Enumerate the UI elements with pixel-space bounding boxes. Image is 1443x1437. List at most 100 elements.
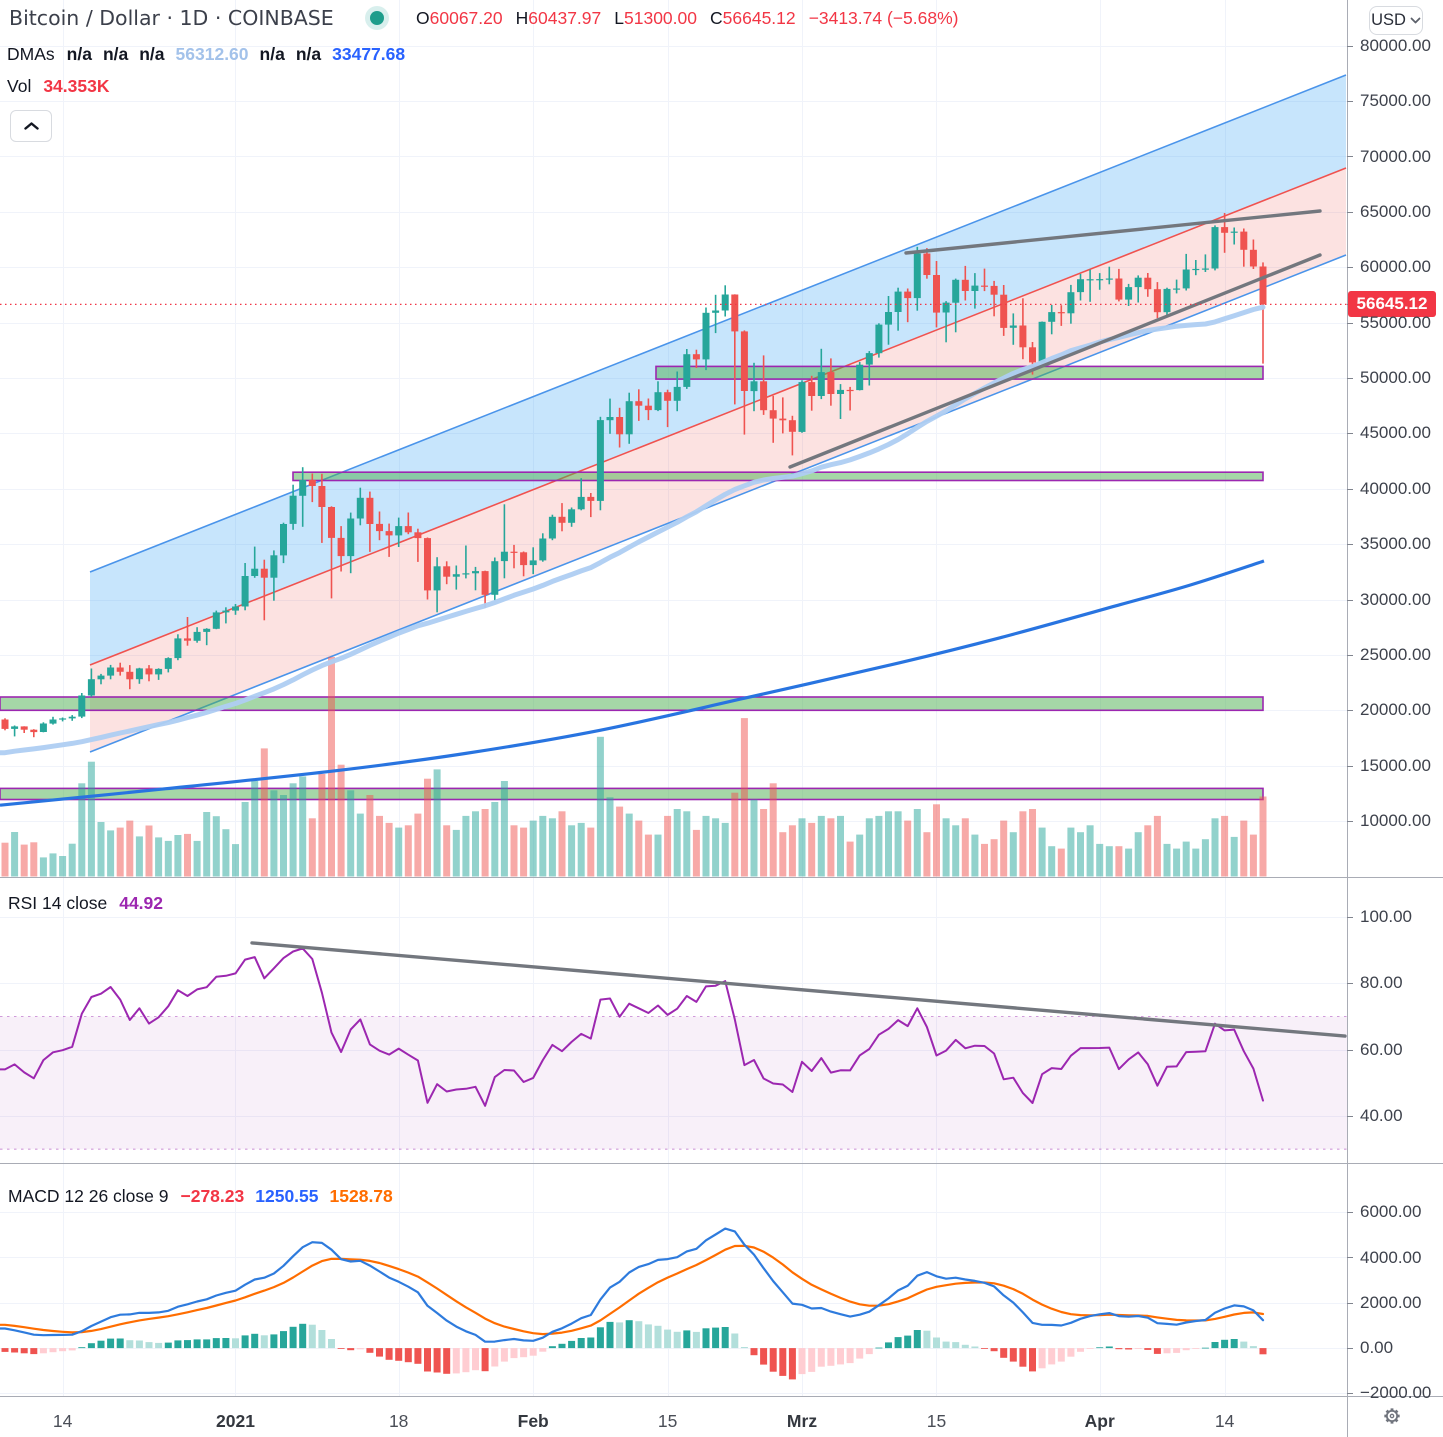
settings-button[interactable] [1380, 1404, 1404, 1428]
macd-histogram-bar [740, 1347, 748, 1349]
dma-indicator-row[interactable]: DMAs n/a n/a n/a 56312.60 n/a n/a 33477.… [7, 43, 416, 65]
symbol-header: Bitcoin / Dollar · 1D · COINBASE [9, 4, 334, 32]
candle-up [270, 550, 278, 601]
candle-body [750, 381, 758, 392]
candle-body [126, 671, 134, 680]
candle-up [462, 545, 470, 579]
resistance-zone-50k[interactable] [655, 365, 1264, 380]
candle-up [1105, 266, 1113, 285]
volume-bar [798, 818, 806, 877]
volume-bar [59, 856, 67, 877]
candle-down [981, 268, 988, 292]
candle-body [1115, 278, 1123, 300]
candle-up [241, 563, 249, 611]
volume-bar [692, 829, 700, 877]
candle-down [510, 544, 518, 569]
volume-bar [923, 832, 931, 877]
macd-histogram-bar [289, 1326, 297, 1349]
macd-histogram-bar [1153, 1348, 1161, 1354]
volume-bar [856, 834, 864, 877]
candle-down [779, 397, 787, 434]
candle-body [424, 538, 431, 591]
macd-histogram-bar [1038, 1348, 1046, 1369]
rsi-title: RSI 14 close [8, 892, 108, 913]
volume-bar [491, 802, 499, 877]
time-axis-label: 15 [926, 1411, 947, 1431]
rsi-indicator-row[interactable]: RSI 14 close 44.92 [8, 892, 174, 914]
candle-down [424, 537, 431, 600]
candle-body [481, 571, 489, 595]
candle-down [558, 503, 566, 532]
macd-histogram-bar [683, 1330, 691, 1349]
volume-bar [520, 827, 528, 877]
candle-down [308, 473, 316, 503]
macd-histogram-bar [587, 1337, 595, 1349]
macd-histogram-bar [865, 1348, 873, 1355]
time-axis-label: 18 [388, 1411, 409, 1431]
candle-body [520, 552, 528, 566]
candle-down [961, 265, 969, 301]
trendline-lower [788, 253, 1322, 469]
candle-body [865, 353, 873, 365]
candle-body [875, 324, 883, 354]
macd-histogram-bar [1211, 1342, 1219, 1349]
currency-selector-button[interactable]: USD [1369, 6, 1423, 35]
volume-bar [846, 841, 854, 877]
volume-bar [769, 783, 777, 877]
candle-down [808, 375, 816, 411]
volume-bar [356, 813, 364, 877]
candle-body [817, 372, 825, 396]
candle-up [356, 487, 364, 526]
volume-bar [424, 778, 431, 877]
candle-down [740, 330, 748, 435]
candle-body [135, 668, 143, 680]
candle-up [1086, 269, 1094, 302]
candle-body [673, 386, 681, 401]
volume-bar [865, 818, 873, 877]
candle-body [472, 571, 479, 574]
candle-body [30, 729, 38, 733]
macd-histogram-bar [1201, 1347, 1209, 1349]
volume-bars-layer [1, 656, 1267, 877]
last-price-label: 56645.12 [1348, 291, 1436, 318]
volume-bar [712, 818, 720, 877]
macd-histogram-bar [1105, 1346, 1113, 1349]
macd-histogram-bar [1125, 1348, 1133, 1350]
support-zone-20k[interactable] [0, 696, 1264, 712]
volume-bar [443, 825, 451, 877]
trendline-upper [904, 209, 1322, 255]
volume-bar [1125, 848, 1133, 877]
volume-bar [635, 820, 643, 877]
rsi-trendline[interactable] [250, 941, 1347, 1038]
candle-body [692, 354, 700, 360]
macd-histogram-bar [145, 1342, 153, 1349]
time-axis-label: 14 [52, 1411, 73, 1431]
macd-histogram-bar [990, 1348, 998, 1352]
symbol-title[interactable]: Bitcoin / Dollar · 1D · COINBASE [9, 6, 334, 30]
macd-histogram-bar [1144, 1348, 1152, 1350]
candle-body [664, 392, 672, 401]
candle-up [577, 478, 585, 511]
candle-up [1077, 273, 1084, 301]
support-zone-12k[interactable] [0, 787, 1264, 801]
price-axis-label: 15000.00 [1360, 755, 1431, 775]
volume-bar [1230, 836, 1238, 877]
volume-indicator-row[interactable]: Vol 34.353K [7, 75, 121, 97]
volume-bar [625, 813, 633, 877]
candle-body [885, 312, 892, 325]
volume-label: Vol [7, 75, 32, 96]
parallel-channels-layer[interactable] [89, 74, 1347, 753]
volume-bar [558, 811, 566, 877]
candle-body [164, 658, 172, 669]
ohlc-high: H60437.97 [515, 7, 602, 28]
macd-histogram-bar [1067, 1348, 1075, 1357]
volume-bar [1144, 825, 1152, 877]
trendlines-layer[interactable] [788, 209, 1322, 469]
candle-body [404, 526, 412, 533]
collapse-panel-button[interactable] [10, 110, 52, 142]
time-axis-label: Apr [1084, 1411, 1115, 1431]
volume-bar [68, 843, 76, 877]
macd-indicator-row[interactable]: MACD 12 26 close 9 −278.23 1250.55 1528.… [8, 1185, 404, 1207]
